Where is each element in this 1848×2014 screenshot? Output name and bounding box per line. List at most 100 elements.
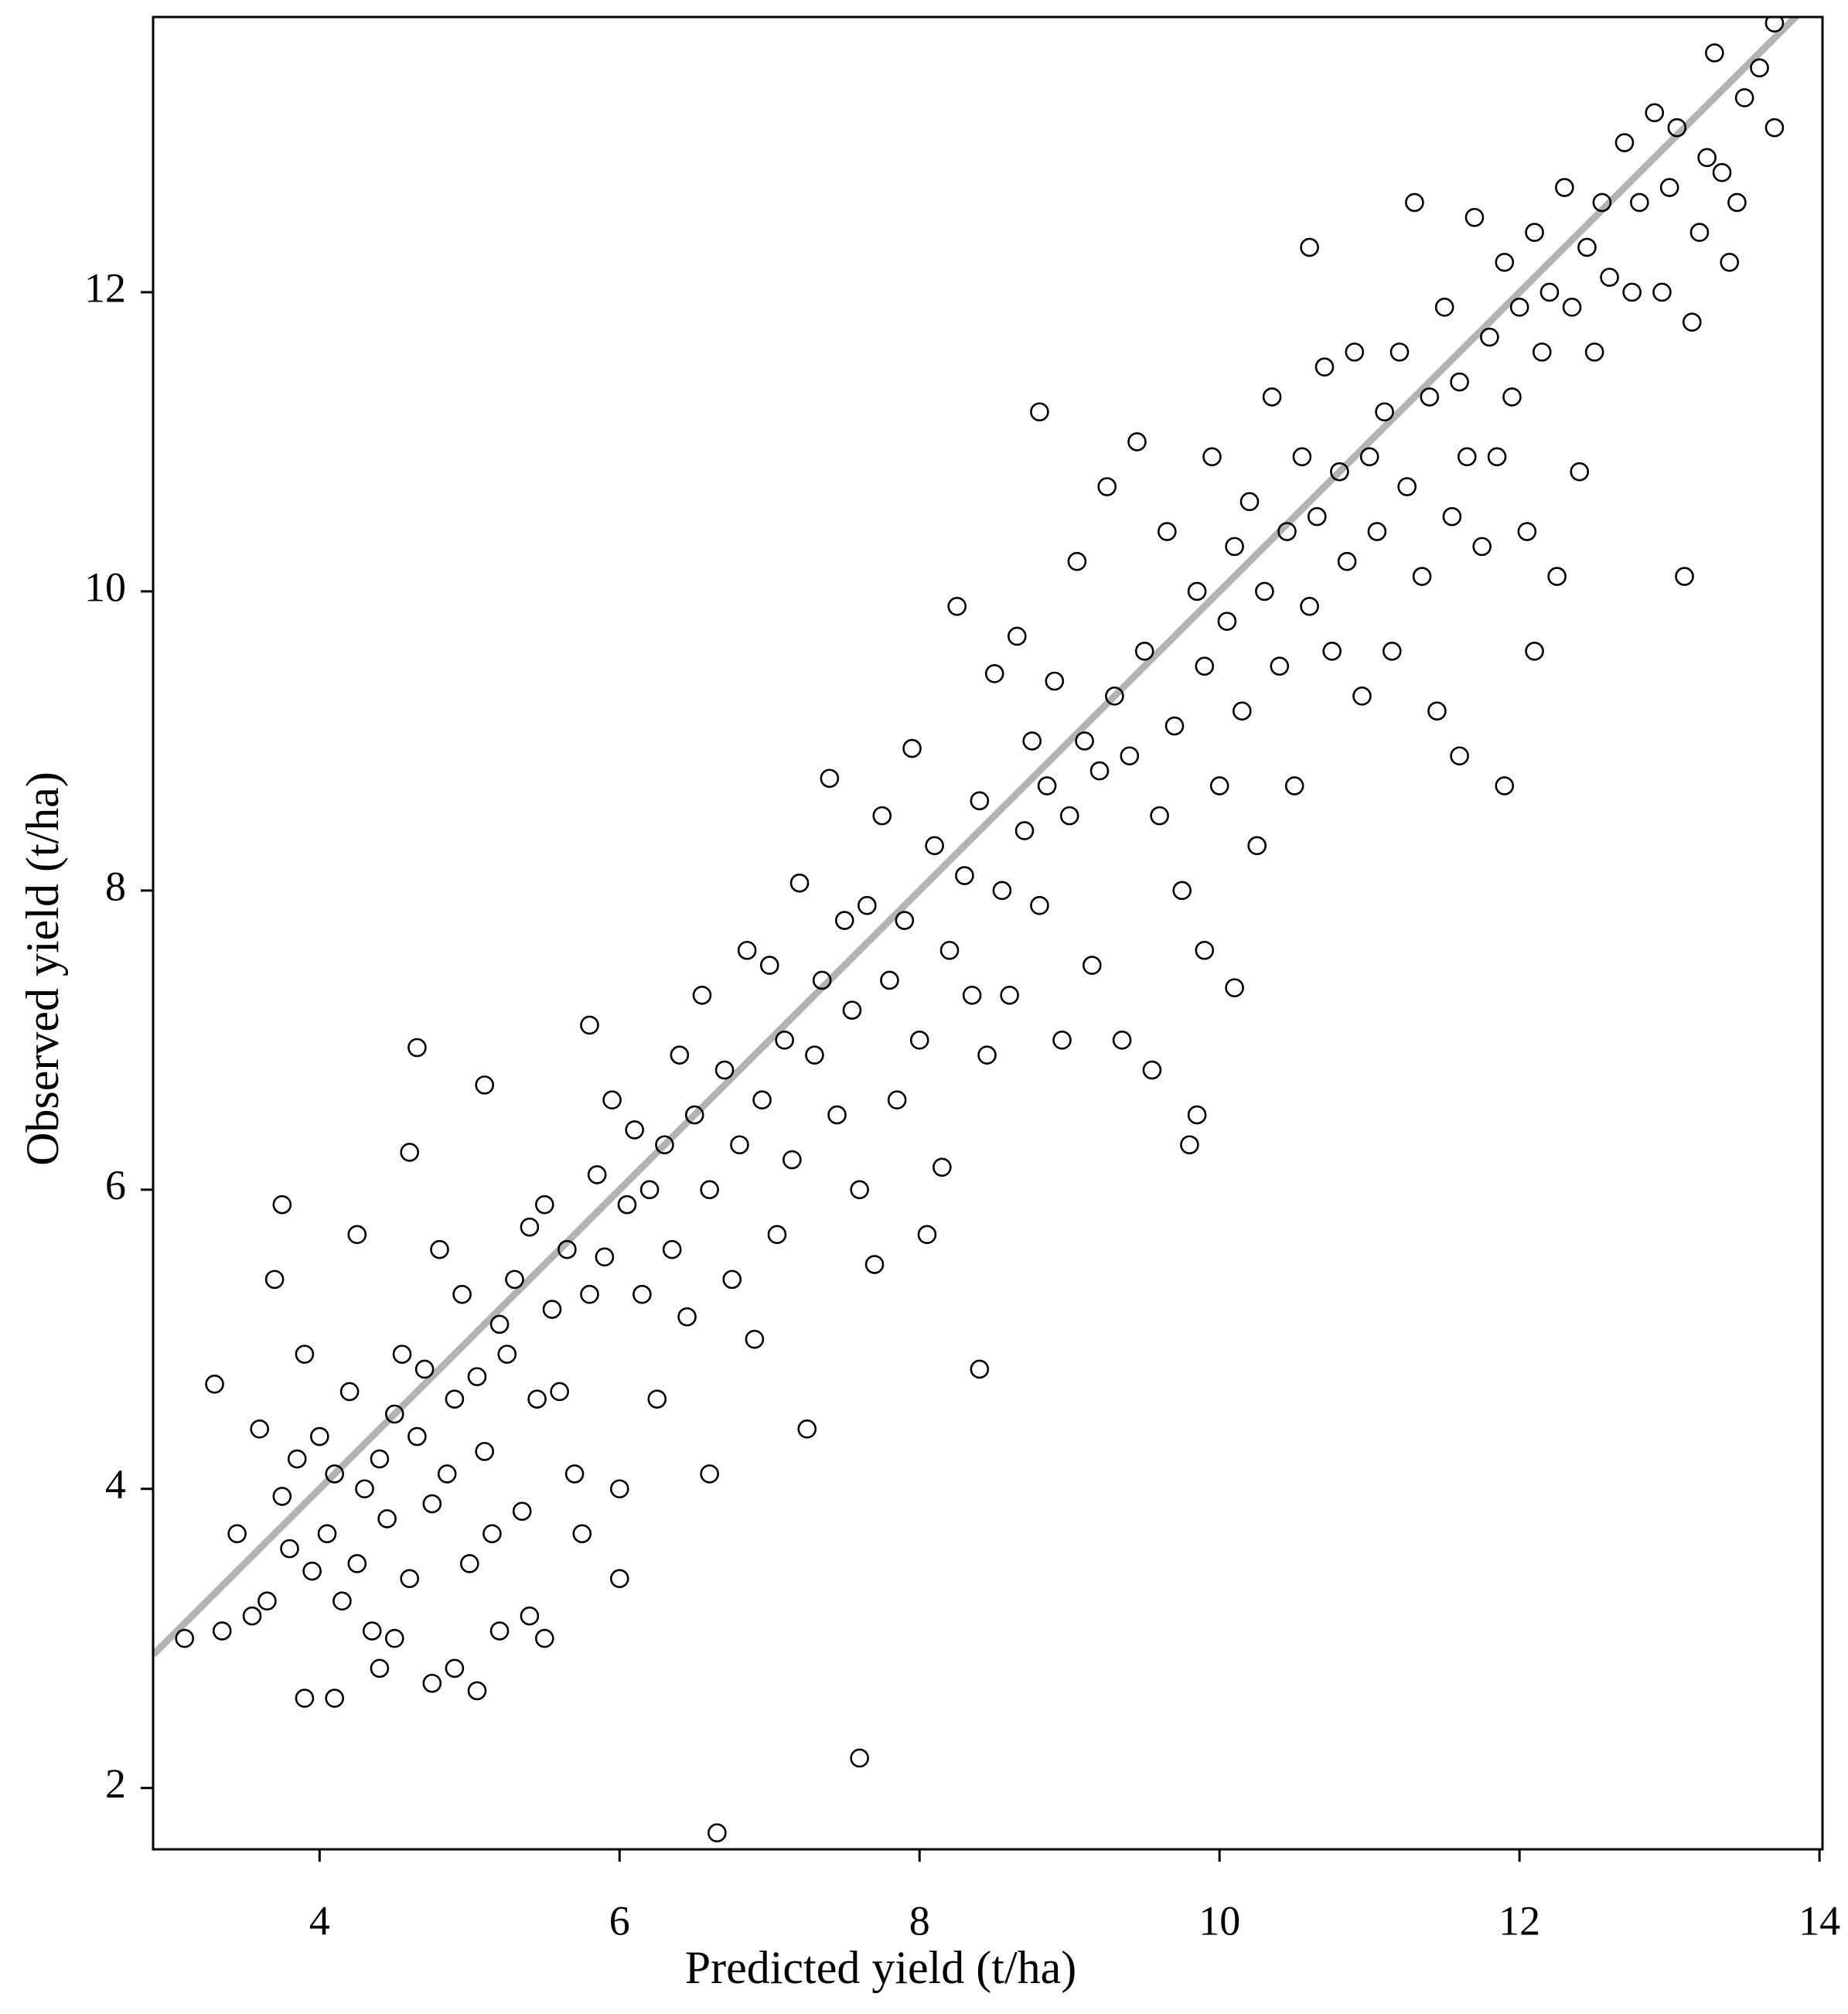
point: [1247, 836, 1267, 856]
y-tick-label: 4: [105, 1461, 126, 1508]
point: [1337, 551, 1357, 571]
point: [609, 1479, 629, 1499]
plot-frame: [152, 15, 1824, 1851]
point: [385, 1404, 404, 1424]
point: [1555, 178, 1574, 197]
point: [655, 1135, 674, 1155]
point: [1255, 581, 1274, 601]
point: [970, 791, 990, 811]
point: [939, 940, 960, 960]
point: [1645, 103, 1665, 123]
point: [287, 1449, 307, 1469]
point: [1697, 148, 1717, 168]
point: [1187, 581, 1207, 601]
point: [1420, 387, 1440, 407]
point: [534, 1628, 554, 1648]
point: [812, 970, 832, 990]
point: [1284, 776, 1304, 796]
point: [1202, 447, 1222, 467]
point: [625, 1120, 644, 1140]
point: [1352, 687, 1372, 706]
point: [272, 1194, 292, 1215]
point: [1000, 985, 1019, 1005]
point: [1547, 567, 1567, 586]
point: [1322, 642, 1342, 661]
point: [242, 1606, 262, 1626]
point: [459, 1554, 479, 1573]
point: [250, 1419, 270, 1439]
point: [1150, 806, 1169, 826]
point: [632, 1284, 652, 1304]
point: [572, 1524, 592, 1544]
point: [1045, 671, 1065, 691]
point: [1442, 506, 1462, 527]
point: [834, 911, 854, 930]
point: [1277, 522, 1297, 541]
point: [445, 1658, 465, 1678]
point: [1307, 506, 1327, 527]
point: [467, 1367, 487, 1386]
point: [1630, 193, 1649, 213]
point: [489, 1314, 510, 1334]
point: [662, 1239, 682, 1259]
point: [1180, 1135, 1199, 1155]
point: [1367, 522, 1387, 541]
point: [1037, 776, 1057, 796]
point: [805, 1045, 824, 1065]
point: [400, 1569, 420, 1589]
point: [295, 1344, 315, 1364]
point: [1225, 537, 1244, 557]
point: [370, 1658, 390, 1678]
point: [902, 738, 922, 758]
point: [542, 1300, 562, 1319]
point: [1764, 118, 1785, 138]
point: [407, 1038, 427, 1058]
point: [1622, 282, 1642, 302]
point: [1262, 387, 1282, 407]
point: [639, 1180, 660, 1200]
point: [1600, 268, 1619, 287]
point: [1502, 387, 1522, 407]
point: [955, 866, 974, 885]
point: [1727, 193, 1747, 213]
point: [842, 1000, 862, 1020]
point: [1434, 298, 1454, 317]
point: [1427, 701, 1447, 721]
point: [1495, 252, 1515, 272]
point: [1300, 237, 1319, 257]
point: [452, 1284, 472, 1304]
y-tick-label: 12: [84, 264, 126, 311]
point: [880, 970, 899, 990]
point: [1052, 1031, 1072, 1050]
point: [1539, 282, 1560, 302]
point: [1562, 298, 1582, 317]
point: [1270, 656, 1290, 676]
point: [325, 1689, 345, 1708]
point: [1450, 746, 1469, 766]
x-tick-label: 4: [309, 1897, 330, 1944]
point: [272, 1487, 292, 1506]
point: [520, 1606, 540, 1626]
point: [1577, 237, 1597, 257]
point: [347, 1225, 367, 1245]
point: [789, 873, 810, 893]
point: [1134, 642, 1154, 661]
point: [1097, 477, 1117, 496]
point: [1750, 58, 1769, 78]
point: [647, 1389, 667, 1409]
point: [767, 1225, 787, 1245]
point: [797, 1419, 817, 1439]
point: [1232, 701, 1252, 721]
point: [850, 1180, 869, 1200]
point: [1689, 223, 1710, 242]
y-tick-label: 10: [84, 564, 126, 610]
point: [1652, 282, 1672, 302]
point: [1142, 1060, 1162, 1080]
point: [962, 985, 982, 1005]
point: [722, 1269, 742, 1290]
point: [1059, 806, 1079, 826]
point: [1008, 626, 1027, 646]
point: [347, 1554, 367, 1573]
point: [858, 895, 877, 915]
